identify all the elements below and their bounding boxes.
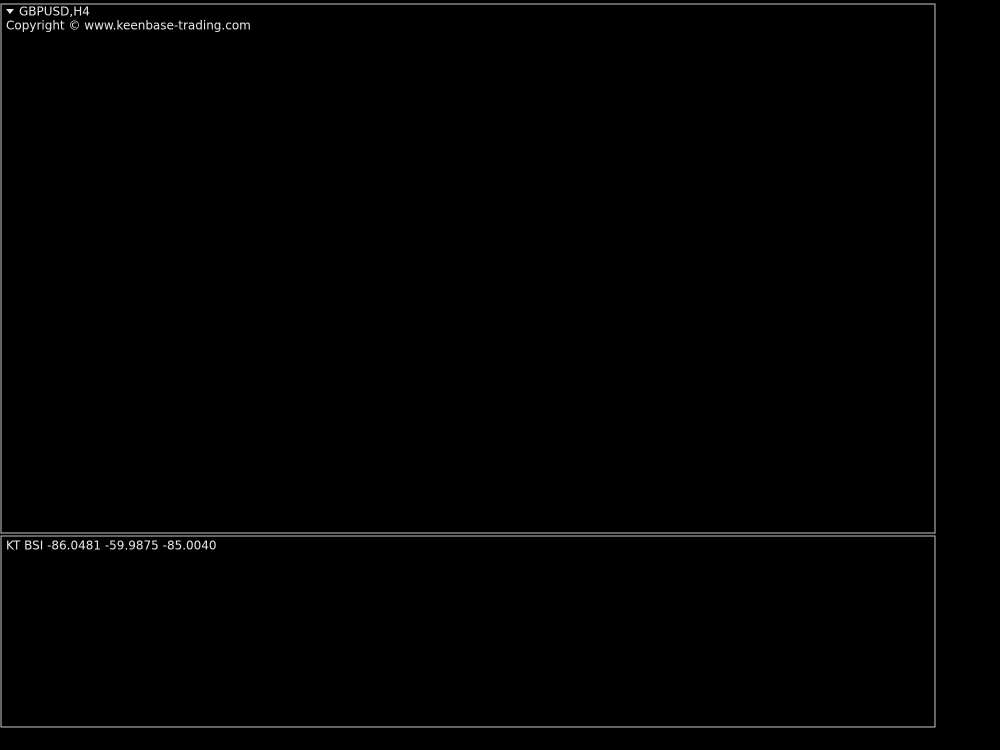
copyright: Copyright © www.keenbase-trading.com xyxy=(6,19,251,33)
symbol-title: GBPUSD,H4 xyxy=(19,5,90,19)
symbol-menu-arrow[interactable] xyxy=(6,9,14,14)
price-panel-frame xyxy=(0,3,936,534)
indicator-panel-frame xyxy=(0,535,936,728)
indicator-title: KT BSI -86.0481 -59.9875 -85.0040 xyxy=(6,539,217,553)
